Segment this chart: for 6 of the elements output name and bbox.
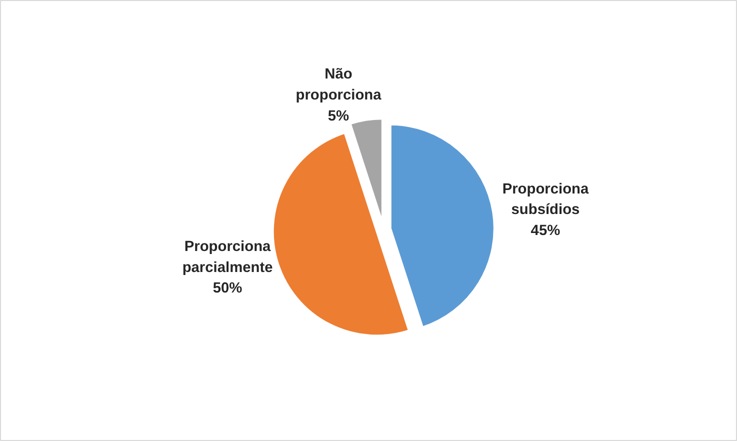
data-label: 45%: [530, 222, 560, 239]
slice-label: Proporciona parcialmente: [182, 239, 273, 276]
data-label: 5%: [328, 108, 350, 124]
slice-label: Proporciona subsídios: [502, 181, 590, 218]
data-label: 50%: [212, 280, 242, 297]
slice-label: Não proporciona: [296, 66, 382, 104]
